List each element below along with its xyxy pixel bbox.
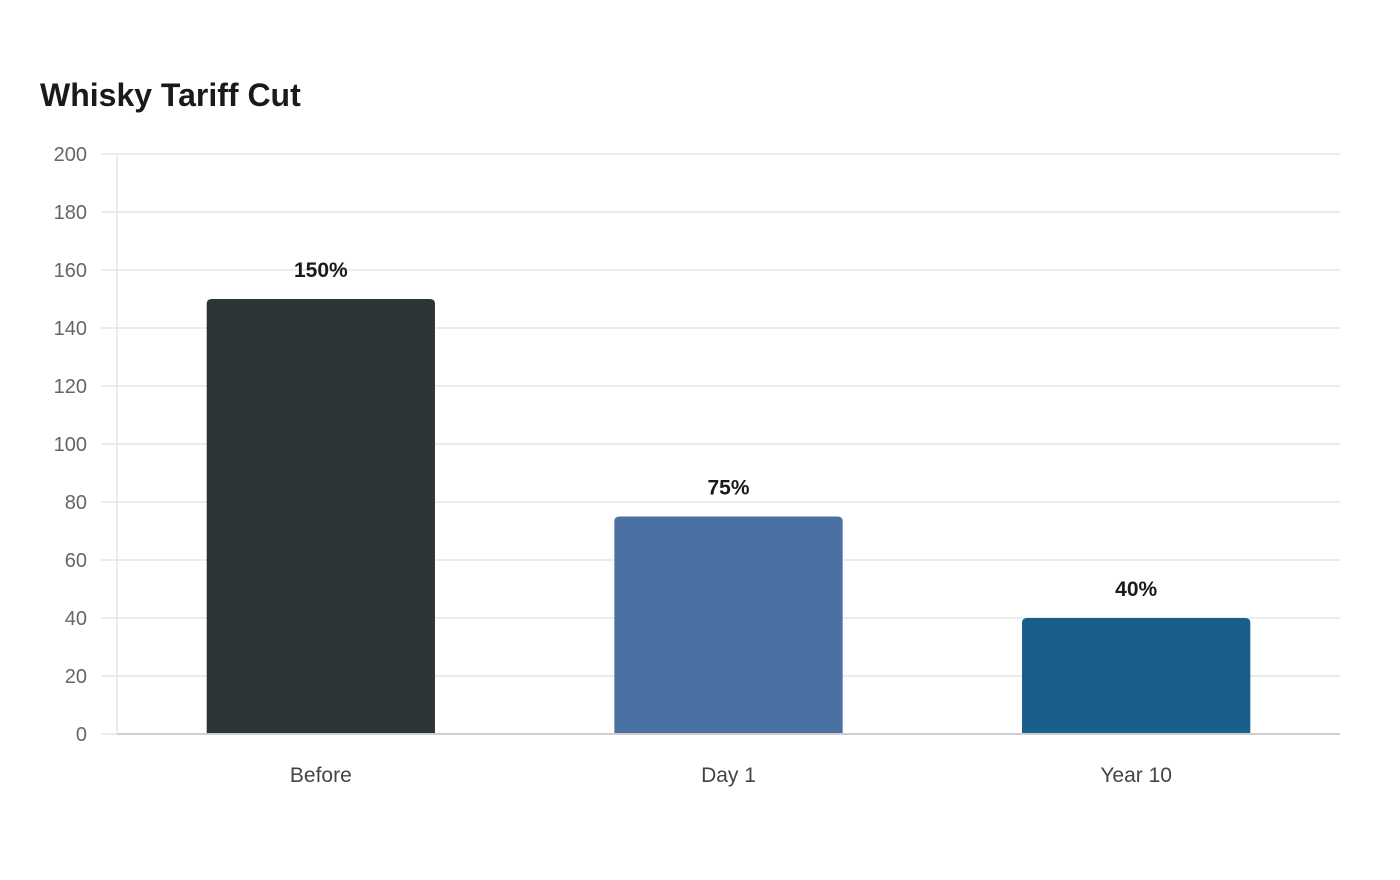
- x-axis: Before Day 1 Year 10: [117, 733, 1340, 787]
- bar-value-label: 40%: [1115, 578, 1157, 601]
- y-tick-label: 160: [54, 260, 87, 282]
- y-tick-label: 20: [65, 666, 87, 688]
- y-tick-label: 180: [54, 202, 87, 224]
- x-category-label: Before: [290, 764, 352, 787]
- bar-before: [206, 299, 435, 734]
- bar-year-10: [1022, 618, 1251, 734]
- x-category-label: Year 10: [1100, 764, 1172, 787]
- y-axis: 0 20 40 60 80 100 120 140 160 180 200: [54, 144, 118, 746]
- bar-day-1: [614, 516, 843, 734]
- chart-title: Whisky Tariff Cut: [40, 77, 301, 113]
- y-tick-label: 100: [54, 434, 87, 456]
- y-tick-label: 200: [54, 144, 87, 166]
- x-category-label: Day 1: [701, 764, 756, 787]
- y-tick-label: 120: [54, 376, 87, 398]
- bar-value-label: 75%: [707, 477, 749, 500]
- bars: 150% 75% 40%: [206, 259, 1251, 734]
- y-tick-label: 80: [65, 492, 87, 514]
- y-tick-label: 40: [65, 608, 87, 630]
- y-tick-label: 140: [54, 318, 87, 340]
- y-tick-label: 60: [65, 550, 87, 572]
- y-tick-label: 0: [76, 724, 87, 746]
- bar-value-label: 150%: [294, 259, 348, 282]
